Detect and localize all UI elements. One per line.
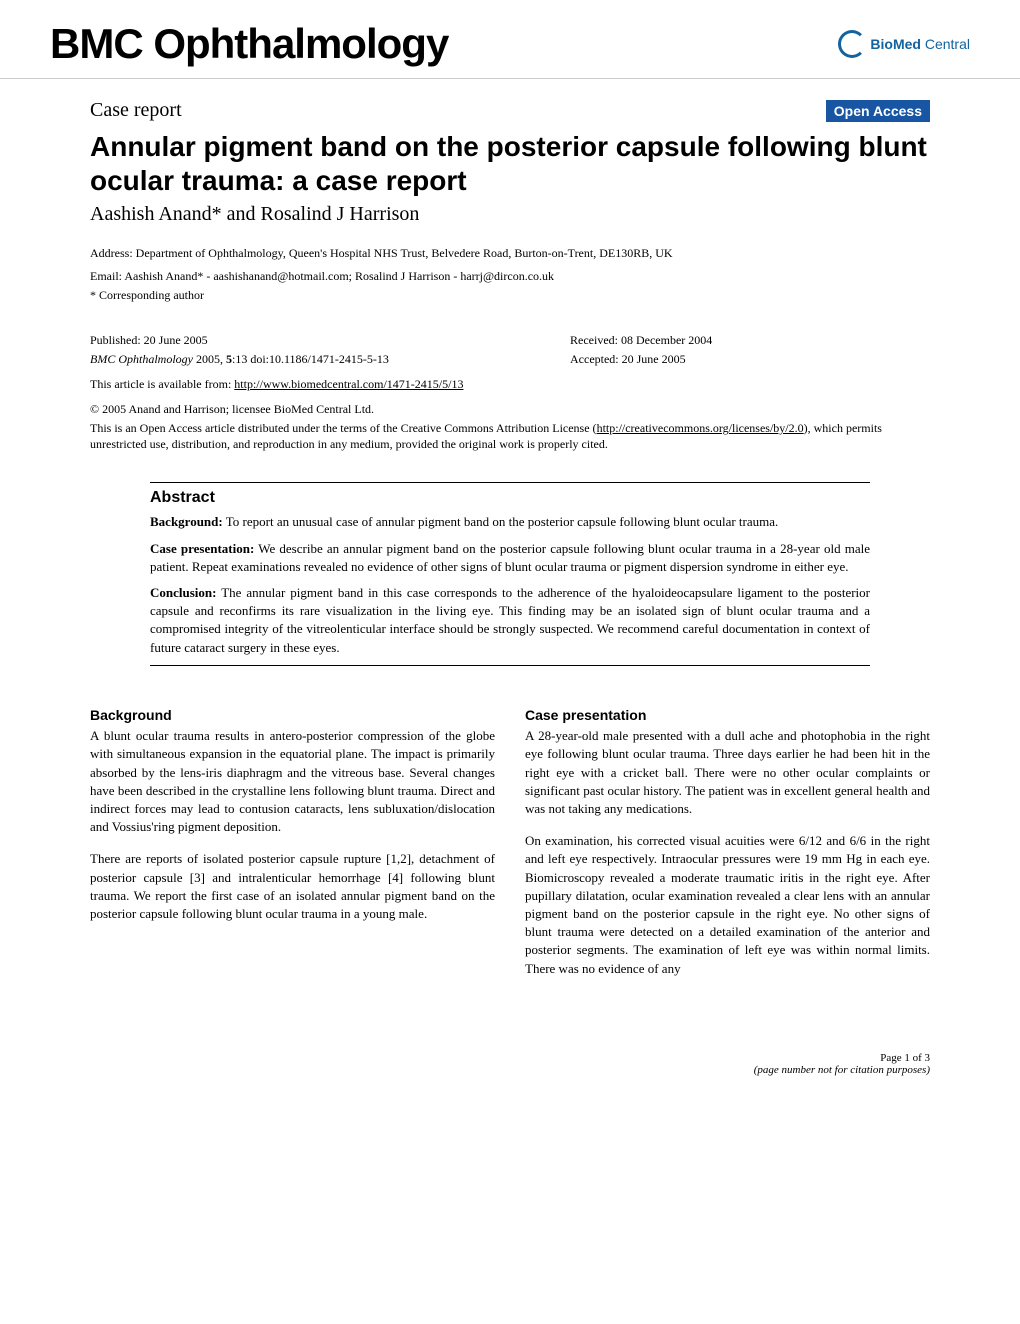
abstract-rule-bottom bbox=[150, 665, 870, 666]
citation-rest: :13 doi:10.1186/1471-2415-5-13 bbox=[232, 352, 389, 366]
publication-dates-row: Published: 20 June 2005 Received: 08 Dec… bbox=[90, 333, 930, 348]
logo-text: BioMed Central bbox=[870, 36, 970, 52]
background-para2: There are reports of isolated posterior … bbox=[90, 850, 495, 923]
article-type: Case report bbox=[90, 99, 182, 122]
abstract-case: Case presentation: We describe an annula… bbox=[150, 540, 870, 576]
background-para1: A blunt ocular trauma results in antero-… bbox=[90, 727, 495, 836]
corresponding-note: * Corresponding author bbox=[90, 288, 930, 303]
content-area: Case report Open Access Annular pigment … bbox=[0, 79, 1020, 1032]
license: This is an Open Access article distribut… bbox=[90, 421, 930, 452]
citation-journal: BMC Ophthalmology bbox=[90, 352, 193, 366]
citation-year: 2005, bbox=[193, 352, 226, 366]
publisher-logo: BioMed Central bbox=[838, 30, 970, 58]
right-column: Case presentation A 28-year-old male pre… bbox=[525, 706, 930, 992]
citation: BMC Ophthalmology 2005, 5:13 doi:10.1186… bbox=[90, 352, 410, 367]
open-access-badge: Open Access bbox=[826, 100, 930, 122]
article-title: Annular pigment band on the posterior ca… bbox=[90, 130, 930, 197]
abstract-conclusion: Conclusion: The annular pigment band in … bbox=[150, 584, 870, 657]
logo-text-normal: Central bbox=[921, 36, 970, 52]
license-prefix: This is an Open Access article distribut… bbox=[90, 421, 597, 435]
address: Address: Department of Ophthalmology, Qu… bbox=[90, 246, 930, 261]
journal-title: BMC Ophthalmology bbox=[50, 20, 448, 68]
license-url[interactable]: http://creativecommons.org/licenses/by/2… bbox=[597, 421, 804, 435]
page-number: Page 1 of 3 bbox=[0, 1052, 930, 1064]
abstract-background: Background: To report an unusual case of… bbox=[150, 513, 870, 531]
abstract-title: Abstract bbox=[150, 489, 870, 507]
logo-text-bold: BioMed bbox=[870, 36, 921, 52]
abstract-background-label: Background: bbox=[150, 514, 223, 529]
accepted-date: Accepted: 20 June 2005 bbox=[570, 352, 686, 373]
published-date: Published: 20 June 2005 bbox=[90, 333, 410, 348]
background-section-title: Background bbox=[90, 706, 495, 726]
copyright: © 2005 Anand and Harrison; licensee BioM… bbox=[90, 402, 930, 417]
footer: Page 1 of 3 (page number not for citatio… bbox=[0, 1032, 1020, 1106]
abstract-conclusion-text: The annular pigment band in this case co… bbox=[150, 585, 870, 655]
case-section-title: Case presentation bbox=[525, 706, 930, 726]
abstract-case-label: Case presentation: bbox=[150, 541, 254, 556]
article-link-line: This article is available from: http://w… bbox=[90, 377, 930, 392]
abstract-box: Abstract Background: To report an unusua… bbox=[150, 482, 870, 665]
logo-circle-icon bbox=[838, 30, 866, 58]
body-columns: Background A blunt ocular trauma results… bbox=[90, 706, 930, 992]
article-link-url[interactable]: http://www.biomedcentral.com/1471-2415/5… bbox=[234, 377, 463, 391]
authors: Aashish Anand* and Rosalind J Harrison bbox=[90, 203, 930, 226]
article-type-row: Case report Open Access bbox=[90, 99, 930, 122]
citation-accepted-row: BMC Ophthalmology 2005, 5:13 doi:10.1186… bbox=[90, 352, 930, 373]
journal-header: BMC Ophthalmology BioMed Central bbox=[0, 0, 1020, 79]
article-link-prefix: This article is available from: bbox=[90, 377, 234, 391]
footer-note: (page number not for citation purposes) bbox=[0, 1064, 930, 1076]
email: Email: Aashish Anand* - aashishanand@hot… bbox=[90, 269, 930, 284]
case-para2: On examination, his corrected visual acu… bbox=[525, 832, 930, 978]
abstract-background-text: To report an unusual case of annular pig… bbox=[223, 514, 779, 529]
left-column: Background A blunt ocular trauma results… bbox=[90, 706, 495, 992]
abstract-case-text: We describe an annular pigment band on t… bbox=[150, 541, 870, 574]
case-para1: A 28-year-old male presented with a dull… bbox=[525, 727, 930, 818]
received-date: Received: 08 December 2004 bbox=[570, 333, 712, 348]
abstract-rule-top bbox=[150, 482, 870, 483]
abstract-conclusion-label: Conclusion: bbox=[150, 585, 216, 600]
